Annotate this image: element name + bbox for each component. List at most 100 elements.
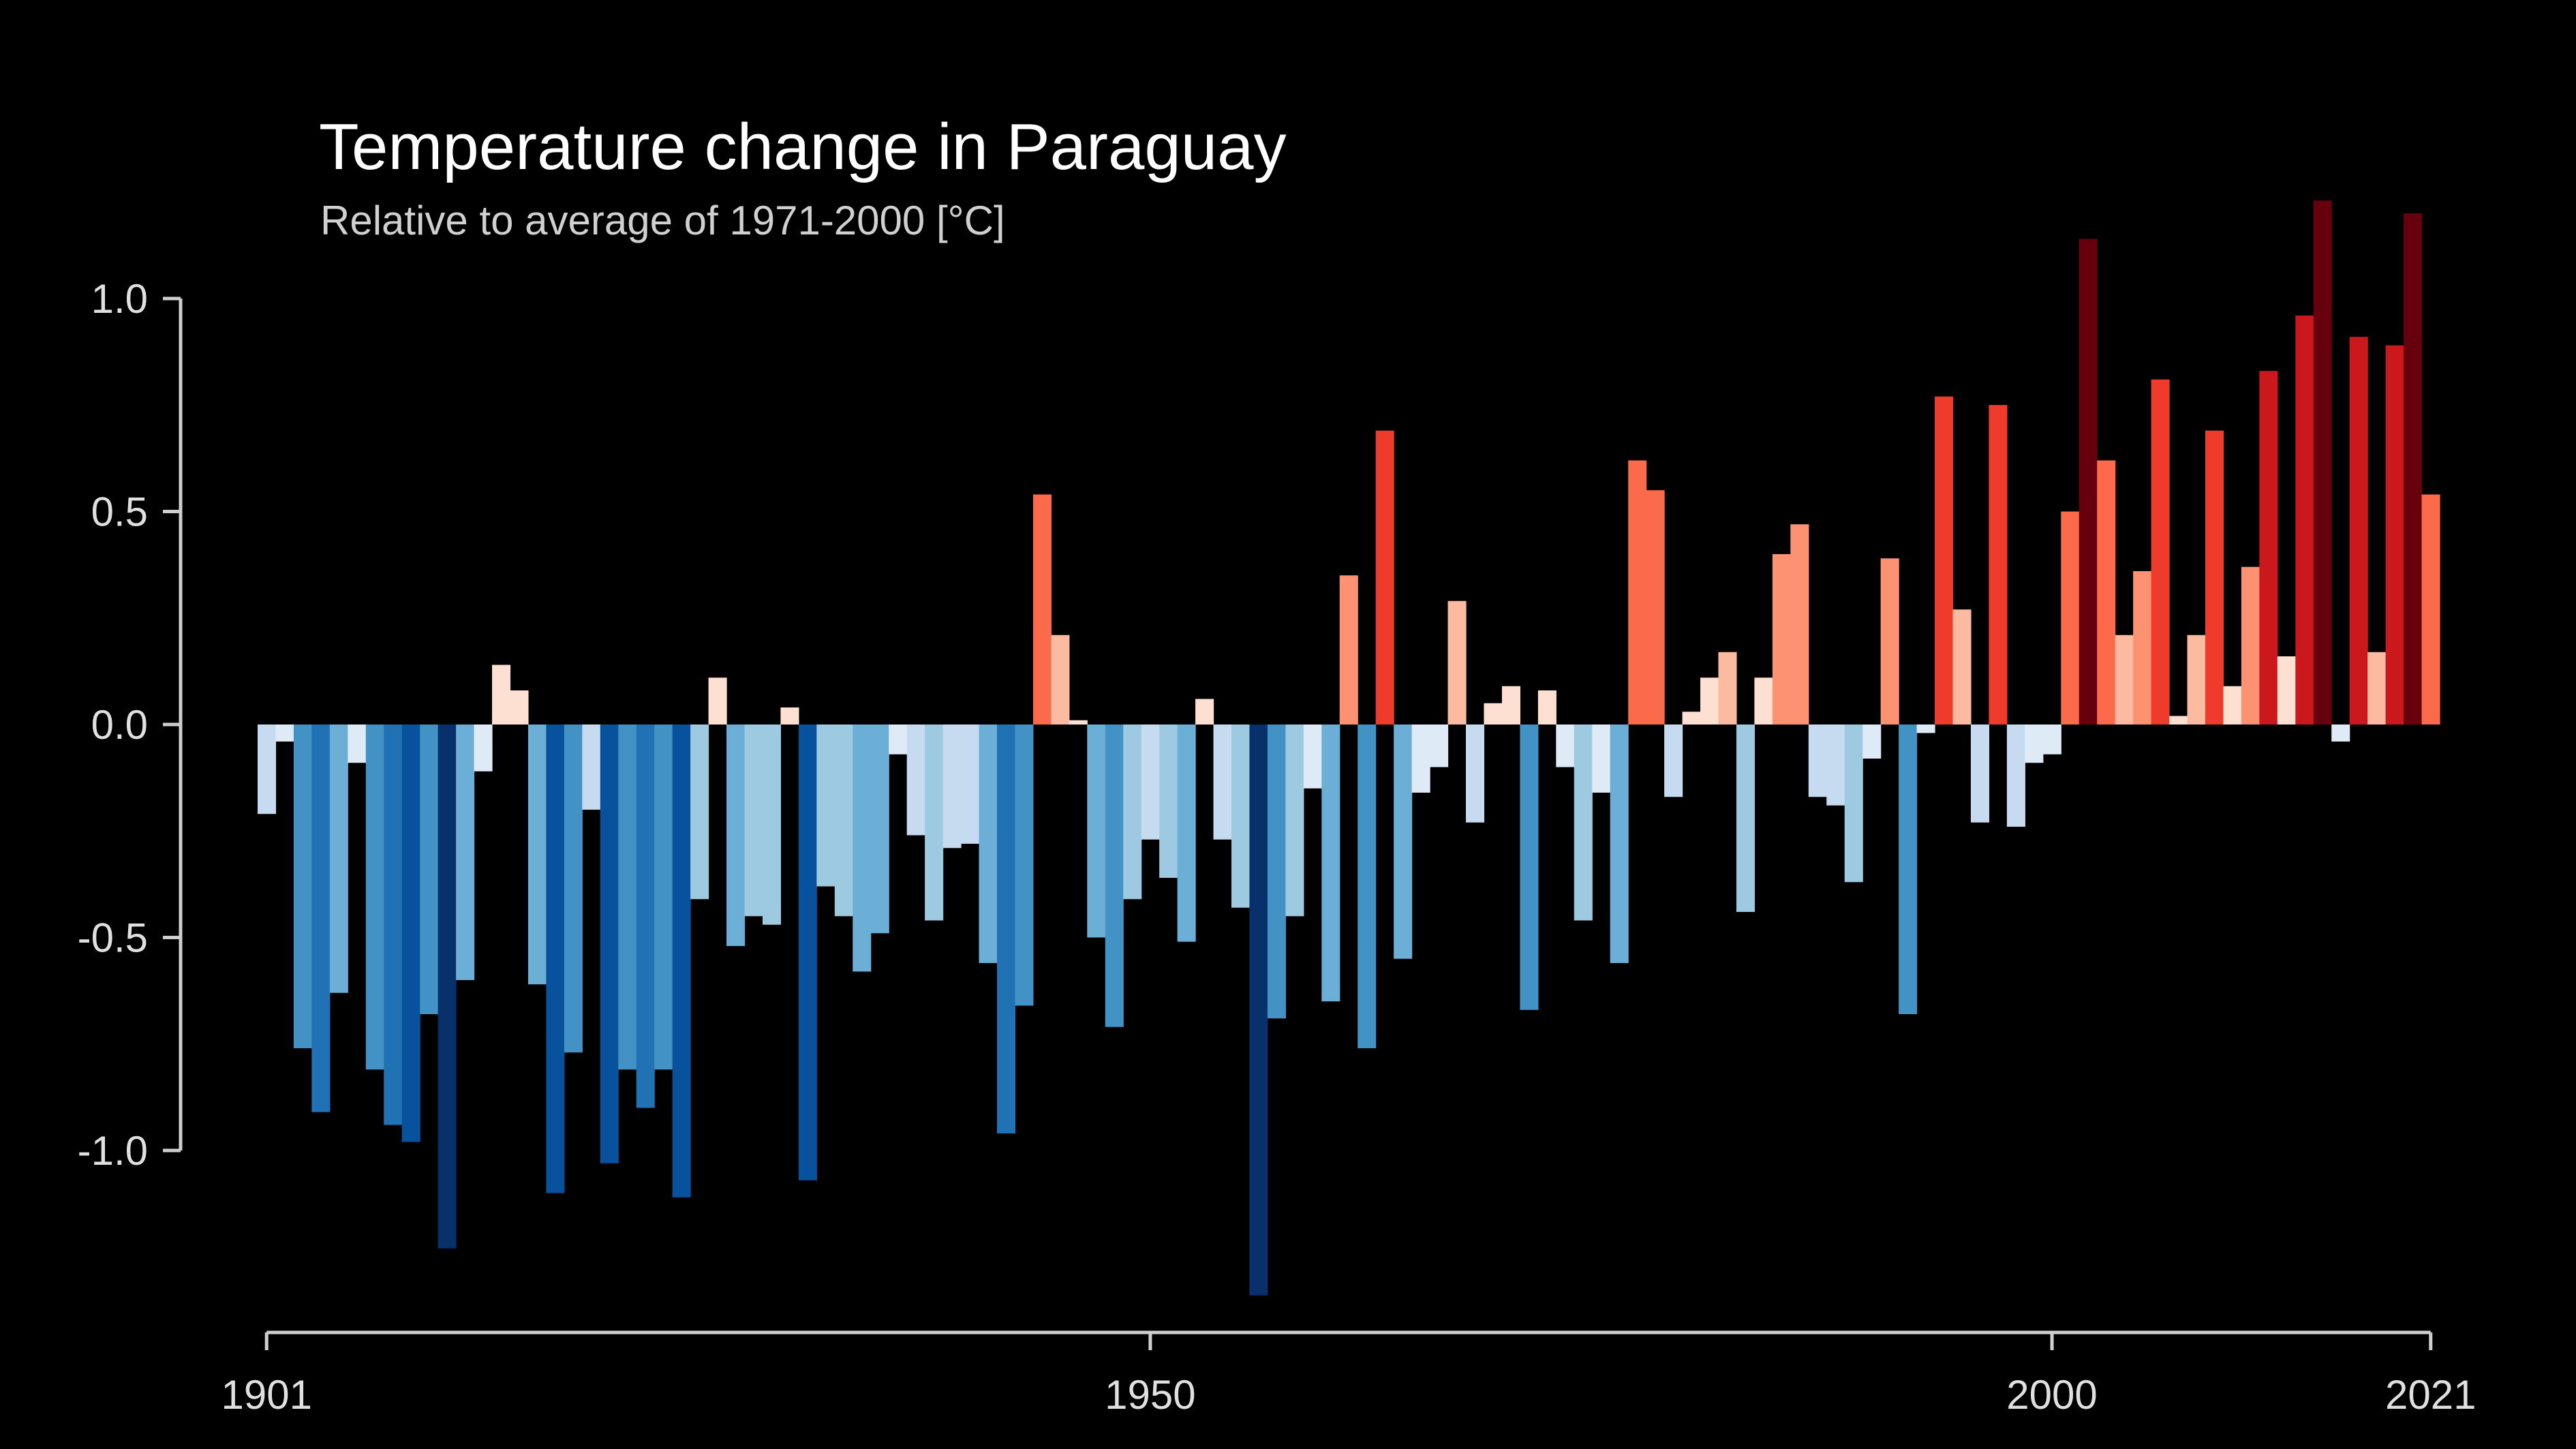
bar-2021 xyxy=(2421,494,2440,724)
bar-1941 xyxy=(979,724,998,963)
x-tick-label: 2000 xyxy=(2006,1372,2097,1418)
bar-1951 xyxy=(1159,724,1178,878)
bar-1926 xyxy=(708,677,727,724)
bar-1955 xyxy=(1231,724,1251,908)
bar-1976 xyxy=(1610,724,1629,963)
bar-1918 xyxy=(564,724,583,1053)
bar-1969 xyxy=(1484,703,1503,724)
bar-2000 xyxy=(2042,724,2061,754)
bar-1903 xyxy=(293,724,312,1048)
bar-1904 xyxy=(311,724,331,1112)
bar-1919 xyxy=(582,724,601,810)
bar-1924 xyxy=(672,724,691,1198)
bar-1929 xyxy=(762,724,782,925)
bar-1953 xyxy=(1195,699,1214,724)
bar-1950 xyxy=(1141,724,1160,840)
bar-1946 xyxy=(1069,720,1088,724)
bar-1917 xyxy=(546,724,565,1193)
bar-1995 xyxy=(1952,609,1972,724)
bar-1974 xyxy=(1574,724,1593,921)
bar-1987 xyxy=(1808,724,1827,797)
bar-1907 xyxy=(365,724,384,1070)
bar-2009 xyxy=(2205,430,2224,724)
bar-1959 xyxy=(1303,724,1322,789)
bar-1978 xyxy=(1646,490,1665,724)
bar-1982 xyxy=(1718,652,1737,724)
bar-1991 xyxy=(1880,558,1899,724)
bar-1909 xyxy=(401,724,420,1142)
bar-1921 xyxy=(618,724,637,1070)
bar-1922 xyxy=(636,724,655,1108)
bar-1958 xyxy=(1285,724,1304,917)
bar-1979 xyxy=(1664,724,1683,797)
y-tick-label: 0.5 xyxy=(91,489,148,535)
bar-2020 xyxy=(2404,213,2423,724)
bar-1915 xyxy=(510,690,529,724)
bar-1972 xyxy=(1537,690,1557,724)
bar-2002 xyxy=(2079,239,2098,724)
bar-1923 xyxy=(654,724,673,1070)
bar-1980 xyxy=(1682,712,1701,724)
bar-1999 xyxy=(2025,724,2044,763)
bar-1932 xyxy=(816,724,835,887)
bar-2012 xyxy=(2259,371,2278,724)
bar-2005 xyxy=(2133,571,2152,724)
bar-1933 xyxy=(834,724,853,917)
bar-1962 xyxy=(1358,724,1377,1048)
bar-1997 xyxy=(1989,405,2008,724)
bar-1936 xyxy=(889,724,908,754)
bars xyxy=(258,200,2440,1296)
bar-1931 xyxy=(798,724,817,1180)
bar-1989 xyxy=(1844,724,1863,883)
bar-2004 xyxy=(2115,635,2134,724)
bar-1961 xyxy=(1339,575,1358,724)
bar-1925 xyxy=(690,724,709,900)
bar-1990 xyxy=(1862,724,1882,759)
bar-1993 xyxy=(1916,724,1935,733)
bar-1963 xyxy=(1375,430,1394,724)
bar-1983 xyxy=(1736,724,1755,912)
bar-2017 xyxy=(2349,337,2368,724)
bar-1988 xyxy=(1826,724,1845,806)
chart-title: Temperature change in Paraguay xyxy=(319,110,1287,183)
bar-2006 xyxy=(2151,379,2170,724)
bar-1939 xyxy=(942,724,962,849)
bar-1952 xyxy=(1177,724,1196,942)
bar-1928 xyxy=(744,724,763,917)
x-tick-label: 1901 xyxy=(221,1372,311,1418)
bar-2001 xyxy=(2061,511,2080,724)
bar-2018 xyxy=(2367,652,2387,724)
bar-1968 xyxy=(1466,724,1485,823)
bar-2007 xyxy=(2169,716,2188,724)
bar-1966 xyxy=(1430,724,1449,767)
bar-1960 xyxy=(1321,724,1340,1002)
bar-1948 xyxy=(1105,724,1124,1027)
bar-2010 xyxy=(2223,686,2242,724)
y-tick-label: -1.0 xyxy=(78,1128,148,1174)
bar-1937 xyxy=(906,724,925,836)
y-axis: 1.0 0.5 0.0 -0.5 -1.0 xyxy=(78,276,183,1174)
bar-1944 xyxy=(1032,494,1052,724)
bar-1945 xyxy=(1051,635,1070,724)
y-tick-label: -0.5 xyxy=(78,915,148,961)
bar-1949 xyxy=(1123,724,1142,900)
bar-1957 xyxy=(1267,724,1286,1019)
bar-1977 xyxy=(1628,460,1647,724)
bar-1954 xyxy=(1213,724,1232,840)
bar-1947 xyxy=(1087,724,1106,938)
bar-2011 xyxy=(2241,566,2260,724)
bar-2014 xyxy=(2295,316,2314,724)
bar-1908 xyxy=(384,724,403,1125)
bar-2003 xyxy=(2097,460,2116,724)
bar-1971 xyxy=(1520,724,1539,1010)
bar-1940 xyxy=(961,724,980,844)
bar-1985 xyxy=(1772,554,1791,724)
bar-1912 xyxy=(456,724,475,980)
bar-1902 xyxy=(275,724,294,742)
bar-1970 xyxy=(1501,686,1520,724)
y-tick-label: 0.0 xyxy=(91,702,148,748)
bar-2008 xyxy=(2187,635,2206,724)
bar-1992 xyxy=(1899,724,1918,1014)
bar-1906 xyxy=(348,724,367,763)
